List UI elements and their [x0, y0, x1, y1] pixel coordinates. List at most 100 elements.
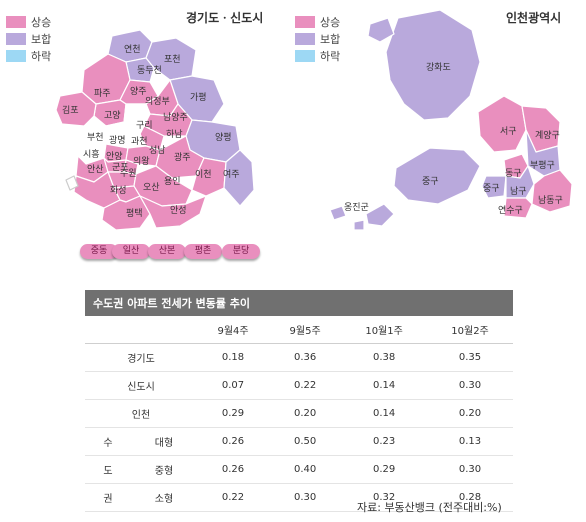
label-anseong: 안성: [170, 206, 187, 216]
cell: 0.07: [197, 371, 270, 400]
cell: 0.14: [341, 399, 428, 428]
incheon-map-shapes: [329, 9, 573, 231]
cell: 0.22: [197, 483, 270, 512]
label-bucheon: 부천: [87, 133, 104, 143]
row-label: 인천: [85, 399, 197, 428]
legend-flat-label: 보합: [320, 32, 341, 46]
newtown-pill-sanbon: 산본: [148, 244, 186, 259]
label-seo-gu: 서구: [500, 127, 517, 137]
label-uijeongbu: 의정부: [145, 97, 170, 107]
label-gwangmyeong: 광명: [109, 136, 126, 146]
cell: 0.38: [341, 343, 428, 372]
label-namyangju: 남양주: [163, 113, 188, 123]
region-seo-gu: [477, 95, 527, 153]
label-dongducheon: 동두천: [137, 66, 162, 76]
cell: 0.50: [269, 427, 342, 456]
label-icheon: 이천: [195, 170, 212, 180]
gyeonggi-map-title: 경기도ㆍ신도시: [186, 11, 264, 25]
region-yeonsu: [503, 197, 533, 219]
label-uiwang: 의왕: [133, 157, 150, 167]
label-seongnam: 성남: [149, 146, 166, 156]
island-daebu: [65, 175, 79, 191]
cell: 0.28: [427, 483, 513, 512]
cell: 0.23: [341, 427, 428, 456]
table-row: 인천 0.29 0.20 0.14 0.20: [85, 399, 513, 428]
label-hanam: 하남: [166, 130, 183, 140]
label-yangpyeong: 양평: [215, 133, 232, 143]
cell: 0.14: [341, 371, 428, 400]
label-anyang: 안양: [106, 152, 123, 162]
col-header: 10월1주: [341, 316, 428, 344]
label-dong-gu: 동구: [505, 169, 522, 179]
table-row: 신도시 0.07 0.22 0.14 0.30: [85, 371, 513, 400]
label-gwangju: 광주: [174, 153, 191, 163]
legend-flat-swatch: [295, 32, 315, 45]
legend-rise-label: 상승: [31, 15, 52, 29]
table-row: 도 중형 0.26 0.40 0.29 0.30: [85, 455, 513, 484]
newtown-pill-jungdong: 중동: [80, 244, 118, 259]
label-namdong: 남동구: [538, 196, 563, 206]
label-bupyeong: 부평구: [530, 161, 555, 171]
legend-rise-swatch: [295, 15, 315, 28]
row-label: 중형: [131, 455, 197, 484]
region-gimpo: [55, 91, 97, 127]
jeonse-change-table: 수도권 아파트 전세가 변동률 추이 9월4주 9월5주 10월1주 10월2주…: [85, 290, 513, 512]
region-yeoju: [223, 149, 255, 207]
cell: 0.29: [197, 399, 270, 428]
label-guri: 구리: [136, 121, 153, 131]
legend-fall-swatch: [6, 49, 26, 62]
cell: 0.30: [427, 371, 513, 400]
island-ongjin-1: [365, 203, 395, 227]
newtown-pill-bundang: 분당: [222, 244, 260, 259]
label-gunpo: 군포: [112, 163, 129, 173]
table-row: 수 대형 0.26 0.50 0.23 0.13: [85, 427, 513, 456]
label-paju: 파주: [94, 89, 111, 99]
label-jung-gu-mainland: 중구: [483, 184, 500, 194]
cell: 0.18: [197, 343, 270, 372]
island-gyodong: [367, 17, 395, 43]
region-anseong: [139, 195, 207, 229]
col-header: 9월4주: [197, 316, 270, 344]
group-char: 수: [85, 427, 131, 456]
region-jung-gu-yeongjong: [393, 147, 481, 205]
incheon-map: 인천광역시 상승 보합 하락 강화도 서구 계양구 부평구 동구 중구 중구 남…: [290, 0, 586, 280]
label-yongin: 용인: [164, 177, 181, 187]
legend-fall-swatch: [295, 49, 315, 62]
table-header-row: 9월4주 9월5주 10월1주 10월2주: [85, 316, 513, 344]
legend-rise-label: 상승: [320, 15, 341, 29]
label-goyang: 고양: [104, 111, 121, 121]
island-ongjin-3: [353, 219, 365, 231]
table-row: 경기도 0.18 0.36 0.38 0.35: [85, 343, 513, 372]
label-osan: 오산: [143, 183, 160, 193]
cell: 0.13: [427, 427, 513, 456]
cell: 0.29: [341, 455, 428, 484]
region-ganghwa: [385, 9, 481, 121]
region-gunpo: [103, 157, 127, 173]
label-pyeongtaek: 평택: [126, 209, 143, 219]
legend-fall-label: 하락: [31, 49, 52, 63]
label-ongjin: 옹진군: [344, 203, 369, 213]
legend-fall-label: 하락: [320, 49, 341, 63]
row-label: 대형: [131, 427, 197, 456]
row-label: 경기도: [85, 343, 197, 372]
label-yangju: 양주: [130, 87, 147, 97]
cell: 0.40: [269, 455, 342, 484]
region-namdong: [531, 169, 573, 213]
col-header: 9월5주: [269, 316, 342, 344]
legend-flat-swatch: [6, 32, 26, 45]
cell: 0.36: [269, 343, 342, 372]
source-note: 자료: 부동산뱅크 (전주대비:%): [357, 501, 502, 514]
cell: 0.35: [427, 343, 513, 372]
row-label: 소형: [131, 483, 197, 512]
cell: 0.30: [427, 455, 513, 484]
incheon-map-title: 인천광역시: [506, 11, 562, 25]
cell: 0.26: [197, 427, 270, 456]
label-ansan: 안산: [87, 165, 104, 175]
cell: 0.20: [427, 399, 513, 428]
cell: 0.26: [197, 455, 270, 484]
newtown-pill-pyeongchon: 평촌: [184, 244, 222, 259]
cell: 0.32: [341, 483, 428, 512]
row-label: 신도시: [85, 371, 197, 400]
table-row: 권 소형 0.22 0.30 0.32 0.28: [85, 483, 513, 512]
legend-rise-swatch: [6, 15, 26, 28]
